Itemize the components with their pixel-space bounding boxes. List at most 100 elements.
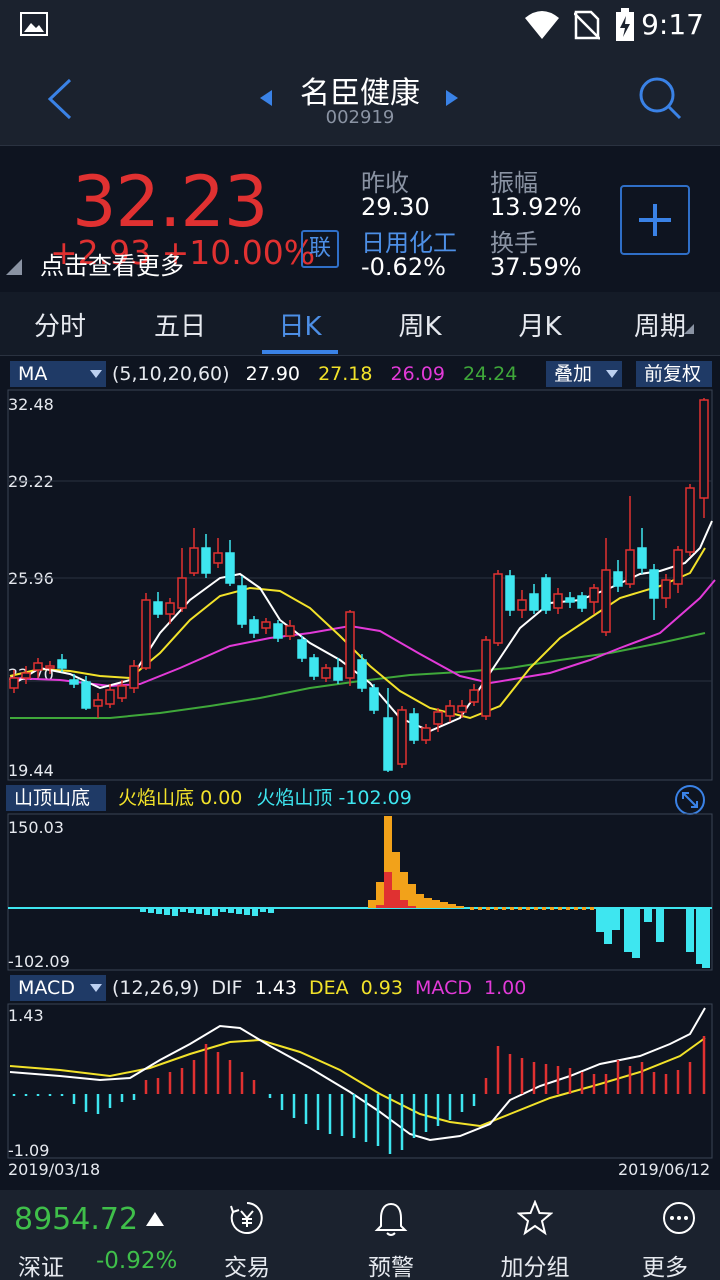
overlay-label: 叠加 [554, 363, 593, 385]
quote-panel[interactable]: 32.23 +2.93 +10.00% 点击查看更多 联 昨收 29.30 日用… [0, 147, 720, 292]
flame-bar [440, 902, 448, 908]
start-date: 2019/03/18 [8, 1160, 101, 1179]
candle-body [529, 593, 539, 611]
flame-core [408, 906, 416, 908]
indicator-label2: 火焰山顶 [256, 787, 333, 809]
flame-bottom-bar [268, 908, 274, 913]
macd-axis-top: 1.43 [8, 1006, 44, 1025]
candle-body [397, 709, 407, 765]
adjust-button[interactable]: 前复权 [636, 361, 712, 387]
flame-bar [384, 816, 392, 908]
bell-icon [374, 1202, 408, 1236]
candle-body [481, 639, 491, 717]
stock-name: 名臣健康 [300, 76, 420, 111]
candle-body [433, 711, 443, 725]
candle-body [309, 657, 319, 677]
flame-bar [424, 898, 432, 908]
flame-tail [574, 907, 578, 910]
candle-body [357, 659, 367, 689]
more-tip[interactable]: 点击查看更多 [40, 252, 184, 280]
nav-add-group-label: 加分组 [500, 1255, 570, 1280]
indicator-axis-top: 150.03 [8, 818, 64, 837]
flame-bottom-bar [204, 908, 210, 915]
candle-body [117, 685, 127, 699]
flame-bottom-bar [220, 908, 226, 912]
flame-bottom-bar [260, 908, 266, 912]
dif-value: 1.43 [254, 977, 297, 999]
flame-tail [558, 907, 562, 910]
next-stock-icon[interactable] [444, 88, 460, 108]
tab-intraday[interactable]: 分时 [33, 312, 86, 342]
price-axis-label: 32.48 [8, 395, 54, 414]
tab-daily-k[interactable]: 日K [278, 312, 322, 342]
dea-label: DEA [308, 977, 349, 999]
nav-trade[interactable]: 交易 [197, 1190, 297, 1280]
flame-bottom-bar [180, 908, 186, 912]
flame-bar [376, 882, 384, 908]
flame-bottom-bar [156, 908, 162, 914]
dea-line [9, 1037, 706, 1128]
amplitude-value: 13.92% [490, 193, 582, 221]
flame-core [400, 900, 408, 908]
candle-body [589, 587, 599, 603]
candle-body [649, 569, 659, 599]
back-arrow-icon[interactable] [44, 76, 76, 122]
flame-bottom-bar [612, 908, 620, 930]
flame-tail [502, 907, 506, 910]
flame-tail [550, 907, 554, 910]
battery-charging-icon [616, 8, 634, 41]
flame-bar [432, 900, 440, 908]
price-axis-label: 19.44 [8, 761, 54, 780]
ma-legend: (5,10,20,60) 27.90 27.18 26.09 24.24 [112, 361, 517, 387]
gallery-icon [20, 12, 48, 36]
flame-bottom-bar [148, 908, 154, 913]
macd-selector[interactable]: MACD [10, 975, 106, 1001]
nav-alert[interactable]: 预警 [341, 1190, 441, 1280]
candle-body [493, 573, 503, 644]
tab-five-day[interactable]: 五日 [153, 312, 206, 342]
prev-close-label: 昨收 [361, 169, 409, 197]
index-name: 深证 [18, 1255, 64, 1280]
flame-bottom-bar [140, 908, 146, 912]
indicator-selector-label: 山顶山底 [14, 787, 91, 809]
tab-weekly-k[interactable]: 周K [398, 312, 442, 342]
flame-bottom-bar [164, 908, 170, 915]
flame-bottom-bar [196, 908, 202, 914]
overlay-button[interactable]: 叠加 [546, 361, 622, 387]
indicator-selector[interactable]: 山顶山底 [6, 785, 106, 811]
flame-indicator-chart [7, 813, 713, 971]
flame-bottom-bar [702, 908, 710, 968]
macd-legend: (12,26,9) DIF 1.43 DEA 0.93 MACD 1.00 [112, 975, 526, 1001]
flame-bottom-bar [596, 908, 604, 932]
sector-change: -0.62% [361, 253, 446, 281]
sector-link[interactable]: 日用化工 [361, 229, 457, 257]
search-icon[interactable] [636, 74, 684, 122]
candle-body [105, 689, 115, 705]
linked-badge[interactable]: 联 [301, 230, 339, 268]
candle-body [297, 639, 307, 659]
index-value[interactable]: 8954.72 [14, 1202, 139, 1237]
add-watchlist-button[interactable] [620, 185, 690, 255]
candle-body [225, 552, 235, 584]
period-tabs: 分时 五日 日K 周K 月K 周期 [0, 292, 720, 356]
tab-period[interactable]: 周期 [633, 312, 686, 342]
current-price: 32.23 [72, 161, 268, 243]
flame-bottom-bar [696, 908, 704, 964]
index-change: -0.92% [96, 1248, 178, 1274]
ma20-line [9, 579, 716, 688]
flame-bar [368, 900, 376, 908]
tab-monthly-k[interactable]: 月K [518, 312, 562, 342]
nav-more[interactable]: 更多 [629, 1190, 720, 1280]
flame-tail [470, 907, 474, 910]
ma-selector-label: MA [18, 363, 48, 385]
ma-selector[interactable]: MA [10, 361, 106, 387]
ma10-value: 27.18 [318, 363, 373, 385]
prev-stock-icon[interactable] [258, 88, 274, 108]
ma60-value: 24.24 [462, 363, 518, 385]
adjust-label: 前复权 [644, 363, 702, 385]
nav-add-group[interactable]: 加分组 [485, 1190, 585, 1280]
flame-bar [416, 894, 424, 908]
macd-axis-bottom: -1.09 [8, 1141, 50, 1160]
expand-up-icon[interactable] [146, 1212, 164, 1226]
flame-bottom-bar [604, 908, 612, 944]
